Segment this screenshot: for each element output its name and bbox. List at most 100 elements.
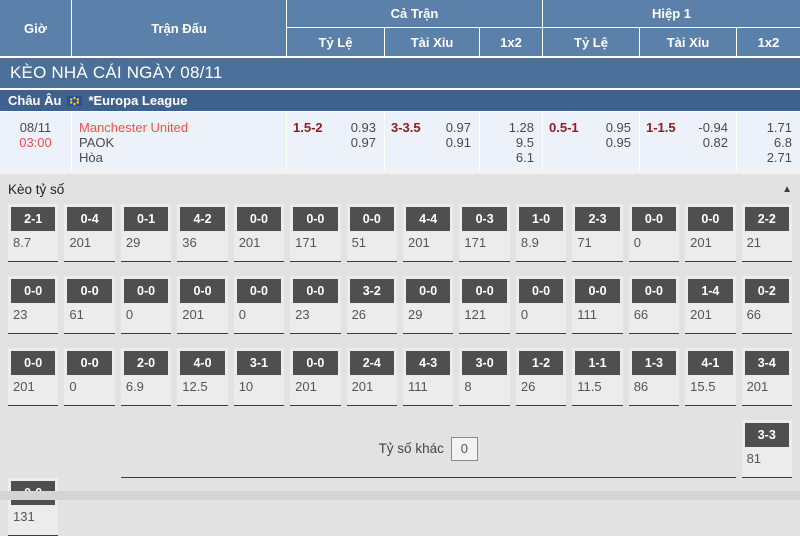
score-button[interactable]: 4-2 [180, 207, 225, 231]
score-button[interactable]: 3-1 [236, 351, 282, 375]
full-handicap-cell: 1.5-2 0.93 0.97 [287, 112, 385, 170]
score-button[interactable]: 0-0 [575, 279, 620, 303]
score-row-2: 0-0 23 0-0 61 0-0 0 0-0 201 [8, 276, 792, 334]
correct-score-section: Kèo tỷ số ▲ 2-1 8.7 0-4 201 0-1 29 [0, 174, 800, 536]
score-button[interactable]: 0-0 [293, 207, 338, 231]
score-button[interactable]: 2-1 [11, 207, 56, 231]
full-handicap-odd-home[interactable]: 0.93 [350, 120, 376, 135]
half-ou-odd-over[interactable]: -0.94 [698, 120, 728, 135]
full-handicap-odd-away[interactable]: 0.97 [350, 135, 376, 150]
score-button[interactable]: 0-0 [67, 279, 112, 303]
score-cell: 1-3 86 [628, 348, 680, 406]
half-ou-odd-under[interactable]: 0.82 [702, 135, 728, 150]
full-1x2-home[interactable]: 1.28 [508, 120, 534, 135]
score-cell: 3-0 8 [459, 348, 510, 406]
score-odds-value: 26 [520, 379, 536, 394]
score-odds-value: 8 [464, 379, 472, 394]
half-1x2-draw[interactable]: 2.71 [766, 150, 792, 165]
full-1x2-away[interactable]: 9.5 [515, 135, 534, 150]
score-cell: 0-0 201 [233, 204, 285, 262]
score-button[interactable]: 4-3 [405, 351, 451, 375]
score-button[interactable]: 4-0 [180, 351, 225, 375]
score-odds-value: 11.5 [577, 379, 602, 394]
score-button[interactable]: 3-2 [349, 279, 394, 303]
score-button[interactable]: 3-3 [744, 423, 789, 447]
score-button[interactable]: 0-0 [518, 279, 564, 303]
match-date: 08/11 [19, 120, 52, 135]
score-button[interactable]: 0-0 [11, 279, 56, 303]
collapse-triangle-icon[interactable]: ▲ [782, 183, 792, 195]
score-odds-value: 121 [464, 307, 487, 322]
score-button[interactable]: 0-4 [67, 207, 112, 231]
full-ou-odd-over[interactable]: 0.97 [445, 120, 471, 135]
score-button[interactable]: 0-0 [631, 207, 677, 231]
score-button[interactable]: 0-0 [462, 279, 507, 303]
score-button[interactable]: 3-0 [462, 351, 507, 375]
score-section-header: Kèo tỷ số ▲ [8, 174, 792, 204]
score-button[interactable]: 0-0 [236, 279, 282, 303]
score-button[interactable]: 0-0 [405, 279, 451, 303]
score-cell: 2-1 8.7 [8, 204, 59, 262]
score-row-3: 0-0 201 0-0 0 2-0 6.9 4-0 12.5 [8, 348, 792, 406]
bottom-strip [0, 491, 800, 500]
score-odds-value: 201 [351, 379, 374, 394]
score-cell: 0-0 171 [290, 204, 341, 262]
score-button[interactable]: 0-0 [631, 279, 677, 303]
score-odds-value: 201 [407, 235, 430, 250]
score-button[interactable]: 2-2 [744, 207, 789, 231]
header-full-match-label: Cả Trận [287, 0, 543, 28]
full-1x2-draw[interactable]: 6.1 [515, 150, 534, 165]
score-button[interactable]: 0-0 [349, 207, 394, 231]
score-button[interactable]: 1-2 [518, 351, 564, 375]
header-full-1x2: 1x2 [480, 28, 543, 56]
score-button[interactable]: 2-3 [575, 207, 620, 231]
half-1x2-home[interactable]: 1.71 [766, 120, 792, 135]
score-button[interactable]: 1-0 [518, 207, 564, 231]
score-button[interactable]: 0-3 [462, 207, 507, 231]
header-half-odds: Tỷ Lệ [543, 28, 640, 56]
score-cell: 4-1 15.5 [685, 348, 736, 406]
score-button[interactable]: 2-4 [349, 351, 394, 375]
score-button[interactable]: 0-1 [123, 207, 169, 231]
score-cell: 1-0 8.9 [515, 204, 567, 262]
score-row-4: Tỷ số khác 3-3 81 0-0 131 [8, 420, 792, 536]
score-cell: 0-4 201 [64, 204, 115, 262]
score-button[interactable]: 4-4 [405, 207, 451, 231]
score-button[interactable]: 1-1 [575, 351, 620, 375]
score-odds-value: 26 [351, 307, 367, 322]
other-score-input[interactable] [450, 436, 478, 461]
score-button[interactable]: 0-0 [688, 207, 733, 231]
league-name: *Europa League [88, 93, 188, 108]
score-button[interactable]: 1-4 [688, 279, 733, 303]
score-button[interactable]: 0-0 [293, 279, 338, 303]
draw-label: Hòa [79, 150, 103, 165]
half-handicap-cell: 0.5-1 0.95 0.95 [543, 112, 640, 170]
score-odds-value: 0 [125, 307, 134, 322]
half-1x2-away[interactable]: 6.8 [773, 135, 792, 150]
score-odds-value: 61 [69, 307, 84, 322]
score-odds-value: 201 [182, 307, 204, 322]
score-button[interactable]: 0-0 [11, 351, 56, 375]
score-button[interactable]: 0-0 [236, 207, 282, 231]
score-button[interactable]: 4-1 [688, 351, 733, 375]
half-handicap-odd-away[interactable]: 0.95 [605, 135, 631, 150]
score-cell: 0-2 66 [741, 276, 792, 334]
half-handicap-odd-home[interactable]: 0.95 [605, 120, 631, 135]
score-button[interactable]: 0-0 [293, 351, 338, 375]
score-cell: 0-1 29 [120, 204, 172, 262]
score-button[interactable]: 0-0 [67, 351, 112, 375]
score-button[interactable]: 3-4 [744, 351, 789, 375]
full-ou-odd-under[interactable]: 0.91 [445, 135, 471, 150]
score-odds-value: 15.5 [690, 379, 716, 394]
score-button[interactable]: 1-3 [631, 351, 677, 375]
score-button[interactable]: 0-0 [180, 279, 225, 303]
score-odds-value: 86 [633, 379, 649, 394]
score-cell: 1-4 201 [685, 276, 736, 334]
score-button[interactable]: 0-2 [744, 279, 789, 303]
other-score-label: Tỷ số khác [378, 441, 444, 456]
score-button[interactable]: 0-0 [123, 279, 169, 303]
score-cell: 4-0 12.5 [177, 348, 228, 406]
league-bar[interactable]: Châu Âu *Europa League [0, 90, 800, 112]
score-button[interactable]: 2-0 [123, 351, 169, 375]
